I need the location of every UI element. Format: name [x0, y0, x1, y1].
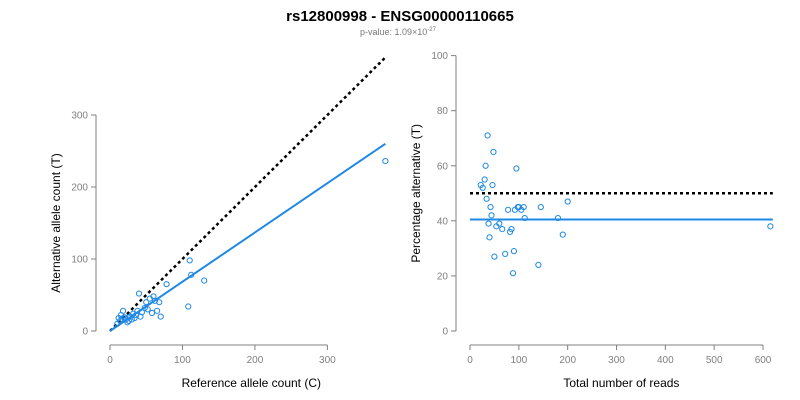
data-point — [535, 261, 542, 269]
data-point — [559, 231, 566, 238]
data-point — [508, 226, 515, 233]
data-point — [513, 165, 520, 172]
data-point — [554, 214, 562, 222]
data-point — [484, 132, 491, 139]
plot-percentage-alternative: 0 20 40 60 80 100 0 100 200 300 400 500 600 Total num… — [409, 51, 774, 390]
data-point — [138, 309, 145, 316]
x-tick-label: 500 — [706, 355, 723, 366]
fit-line — [109, 142, 386, 332]
data-point — [491, 253, 498, 260]
data-point — [486, 234, 493, 241]
data-point — [185, 303, 192, 310]
y-tick-label: 300 — [71, 111, 88, 122]
data-point — [489, 181, 496, 189]
data-point — [481, 176, 488, 183]
data-point — [482, 162, 489, 169]
data-point — [119, 307, 127, 314]
x-tick-label: 400 — [657, 355, 674, 366]
x-tick-label: 600 — [755, 355, 772, 366]
data-point — [157, 313, 164, 320]
data-point — [128, 316, 135, 323]
y-tick-label: 40 — [437, 216, 449, 227]
y-tick-label: 80 — [437, 106, 449, 117]
plot-allele-counts: 0 100 200 300 0 100 200 300 Reference allele cou… — [49, 56, 389, 390]
p-value-text: p-value: 1.09×10 — [360, 27, 427, 37]
data-point — [510, 248, 518, 255]
data-point — [148, 309, 156, 317]
data-point — [156, 299, 163, 306]
data-point — [490, 148, 497, 156]
data-point — [488, 212, 495, 219]
x-tick-label: 300 — [608, 355, 625, 366]
chart-title: rs12800998 - ENSG00000110665 — [286, 8, 514, 25]
y-tick-label: 100 — [71, 255, 88, 266]
x-tick-label: 200 — [247, 355, 264, 366]
y-tick-label: 60 — [437, 161, 449, 172]
data-point — [131, 314, 138, 322]
x-tick-label: 0 — [467, 355, 473, 366]
data-point — [483, 195, 490, 202]
x-axis-label: Reference allele count (C) — [182, 376, 321, 390]
data-point — [154, 307, 161, 314]
data-point — [135, 290, 143, 297]
x-tick-label: 100 — [174, 355, 191, 366]
y-tick-label: 200 — [71, 183, 88, 194]
reference-line — [109, 56, 387, 332]
data-point — [382, 157, 389, 165]
data-point — [118, 315, 125, 322]
data-point — [144, 306, 151, 313]
data-point — [496, 220, 503, 227]
y-axis-label: Alternative allele count (T) — [49, 153, 63, 292]
data-point — [509, 270, 517, 277]
data-point — [186, 257, 193, 264]
data-point — [141, 304, 148, 312]
data-point — [499, 226, 506, 233]
data-point — [502, 250, 509, 257]
y-tick-label: 0 — [442, 327, 448, 338]
x-tick-label: 100 — [510, 355, 527, 366]
y-axis-label: Percentage alternative (T) — [409, 124, 423, 263]
y-tick-label: 100 — [431, 51, 448, 62]
data-point — [564, 198, 571, 205]
data-point — [201, 277, 208, 284]
x-axis-label: Total number of reads — [563, 376, 679, 390]
data-point — [767, 223, 774, 230]
y-tick-label: 0 — [82, 327, 88, 338]
p-value-exponent: -27 — [427, 27, 436, 33]
data-point — [188, 271, 195, 278]
x-tick-label: 0 — [107, 355, 113, 366]
x-tick-label: 200 — [559, 355, 576, 366]
data-point — [520, 203, 527, 211]
x-tick-label: 300 — [319, 355, 336, 366]
chart-subtitle: p-value: 1.09×10-27 — [360, 27, 437, 37]
data-point — [537, 203, 544, 211]
y-tick-label: 20 — [437, 271, 449, 282]
data-point — [521, 214, 528, 222]
data-point — [479, 184, 486, 191]
data-point — [485, 220, 492, 227]
data-point — [504, 206, 512, 213]
data-point — [143, 299, 150, 306]
data-point — [163, 281, 170, 288]
data-point — [487, 203, 494, 211]
